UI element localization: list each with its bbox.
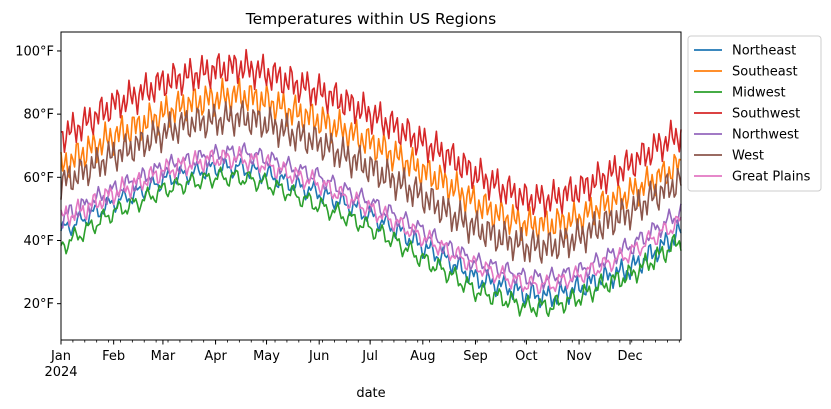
- x-axis-label: date: [356, 386, 385, 401]
- legend-label: Southeast: [732, 65, 798, 80]
- legend-label: Southwest: [732, 107, 800, 122]
- chart-title: Temperatures within US Regions: [245, 10, 496, 28]
- x-tick-label: Feb: [102, 349, 125, 364]
- x-tick-label: Apr: [204, 349, 227, 364]
- y-axis: 20°F 40°F 60°F 80°F 100°F: [15, 44, 61, 312]
- x-tick-label: May: [253, 349, 280, 364]
- x-tick-label: Mar: [151, 349, 176, 364]
- series-layer: [60, 48, 682, 318]
- series-line-great-plains: [60, 145, 682, 295]
- x-tick-label: Jan: [50, 349, 71, 364]
- legend-label: Great Plains: [732, 170, 811, 185]
- x-tick-label: Sep: [463, 349, 488, 364]
- x-tick-sublabel: 2024: [44, 365, 77, 380]
- series-line-midwest: [60, 166, 682, 318]
- y-tick-label: 20°F: [23, 297, 54, 312]
- y-tick-label: 80°F: [23, 108, 54, 123]
- y-tick-label: 60°F: [23, 171, 54, 186]
- x-tick-label: Aug: [410, 349, 435, 364]
- legend-frame: [687, 35, 822, 192]
- x-tick-label: Nov: [566, 349, 592, 364]
- legend: Northeast Southeast Midwest Southwest Northw…: [687, 35, 822, 192]
- legend-label: Northwest: [732, 128, 799, 143]
- legend-label: West: [732, 149, 764, 164]
- x-tick-label: Jul: [361, 349, 378, 364]
- legend-label: Midwest: [732, 86, 786, 101]
- series-line-southwest: [60, 48, 682, 218]
- series-line-west: [60, 100, 682, 264]
- legend-label: Northeast: [732, 44, 796, 59]
- y-tick-label: 100°F: [15, 44, 54, 59]
- y-tick-label: 40°F: [23, 234, 54, 249]
- x-tick-label: Oct: [515, 349, 537, 364]
- x-tick-label: Jun: [308, 349, 329, 364]
- x-tick-label: Dec: [617, 349, 642, 364]
- plot-frame: [60, 31, 682, 341]
